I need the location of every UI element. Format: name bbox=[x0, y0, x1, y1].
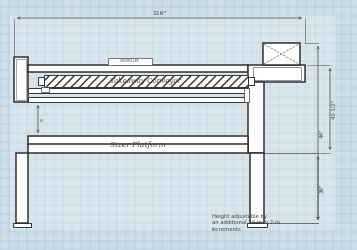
Text: 44": 44" bbox=[320, 128, 325, 138]
Bar bbox=[44, 75, 248, 87]
Text: c: c bbox=[40, 117, 45, 121]
Text: Height adjustable by
an additional 10-in in 2-in
increments: Height adjustable by an additional 10-in… bbox=[212, 214, 280, 232]
Bar bbox=[248, 82, 264, 153]
Text: Takeaway Conveyor: Takeaway Conveyor bbox=[111, 77, 181, 85]
Bar bbox=[13, 223, 31, 227]
Bar bbox=[28, 144, 248, 153]
Text: 116": 116" bbox=[152, 11, 167, 16]
Text: 40 1/2": 40 1/2" bbox=[332, 99, 337, 119]
Bar bbox=[28, 88, 248, 93]
Bar bbox=[16, 153, 28, 223]
Text: Sizer Platform: Sizer Platform bbox=[110, 141, 166, 149]
Bar bbox=[10, 15, 335, 230]
Bar bbox=[248, 77, 254, 85]
Bar bbox=[253, 67, 301, 80]
Bar bbox=[28, 97, 248, 102]
Bar bbox=[247, 223, 267, 227]
Bar bbox=[28, 136, 248, 145]
Bar bbox=[250, 153, 264, 223]
Bar bbox=[108, 58, 152, 65]
Bar bbox=[263, 43, 300, 65]
Bar bbox=[16, 59, 26, 100]
Bar bbox=[28, 65, 248, 72]
Bar bbox=[248, 65, 305, 82]
Text: 36": 36" bbox=[320, 183, 325, 193]
Bar bbox=[244, 88, 249, 102]
Text: CONTROLLER: CONTROLLER bbox=[120, 60, 140, 64]
Bar bbox=[38, 77, 44, 85]
Bar bbox=[14, 57, 28, 102]
Bar bbox=[41, 87, 49, 92]
